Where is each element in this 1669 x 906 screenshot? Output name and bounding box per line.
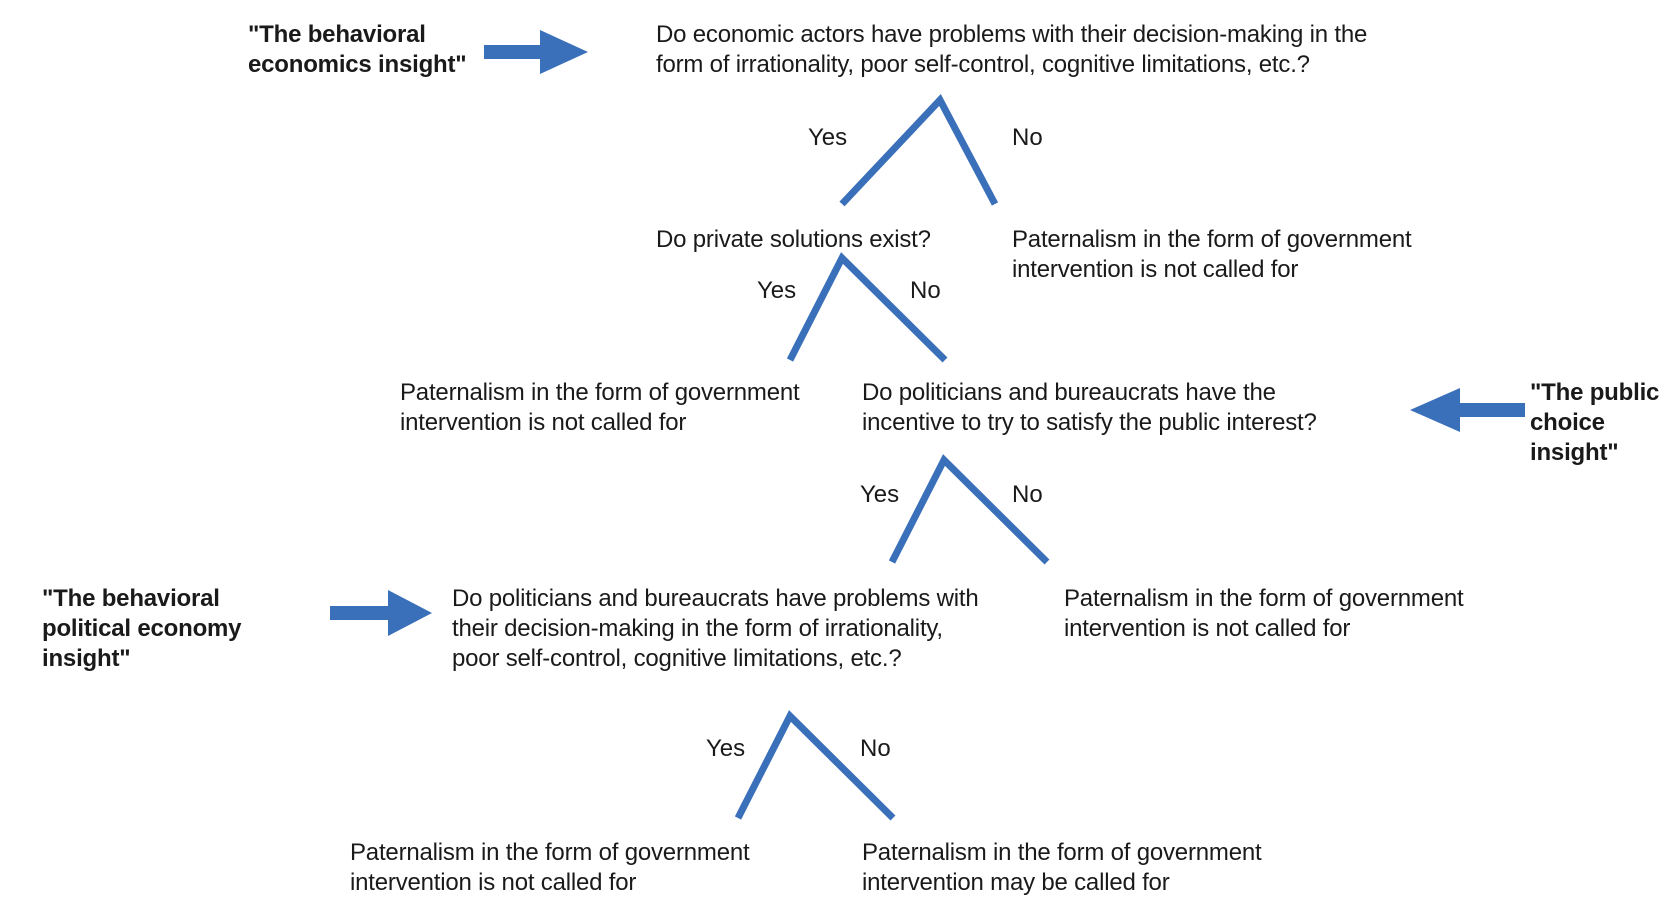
outcome-not-called-for-4: Paternalism in the form of government in… [350, 839, 750, 896]
behavioral-political-economy-insight-label: "The behavioral political economy insigh… [42, 585, 242, 672]
branch-q1 [839, 94, 999, 207]
branch-q3 [888, 454, 1050, 565]
question-private-solutions: Do private solutions exist? [656, 226, 931, 253]
yes-label-q4: Yes [706, 735, 746, 762]
question-politicians-decision-making: Do politicians and bureaucrats have prob… [452, 585, 979, 672]
behavioral-economics-insight-label: "The behavioral economics insight" [248, 21, 467, 78]
outcome-not-called-for-1: Paternalism in the form of government in… [1012, 226, 1412, 283]
no-label-q4: No [860, 735, 891, 762]
question-politicians-incentive: Do politicians and bureaucrats have the … [862, 379, 1317, 436]
yes-label-q2: Yes [757, 277, 797, 304]
arrow-behavioral-economics [484, 30, 588, 74]
branch-q2 [786, 252, 948, 363]
outcome-not-called-for-2: Paternalism in the form of government in… [400, 379, 800, 436]
outcome-may-be-called-for: Paternalism in the form of government in… [862, 839, 1262, 896]
public-choice-insight-label: "The public choice insight" [1530, 379, 1660, 466]
question-economic-actors: Do economic actors have problems with th… [656, 21, 1368, 78]
no-label-q3: No [1012, 481, 1043, 508]
arrow-public-choice [1410, 388, 1525, 432]
arrow-behavioral-political-economy [330, 590, 432, 636]
outcome-not-called-for-3: Paternalism in the form of government in… [1064, 585, 1464, 642]
yes-label-q3: Yes [860, 481, 900, 508]
yes-label-q1: Yes [808, 124, 848, 151]
branch-q4 [734, 710, 896, 821]
no-label-q1: No [1012, 124, 1043, 151]
no-label-q2: No [910, 277, 941, 304]
